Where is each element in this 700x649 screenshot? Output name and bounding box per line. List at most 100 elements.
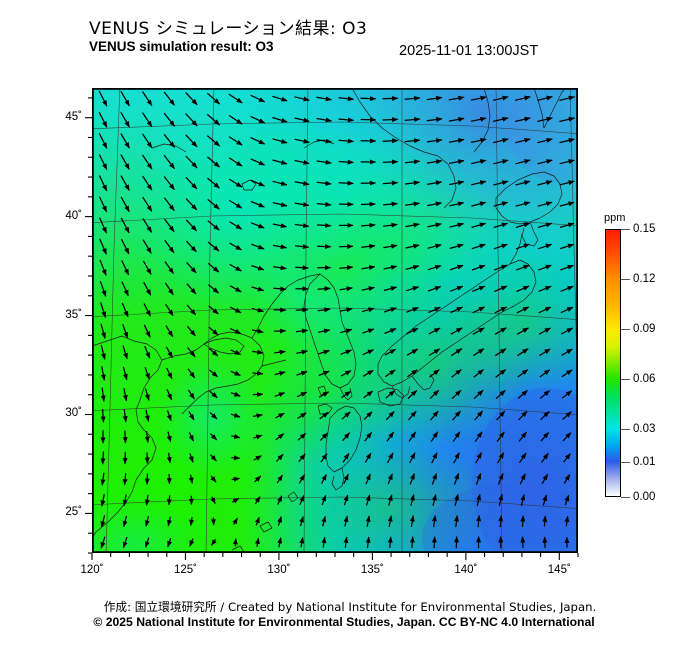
wind-vector-arrow: [142, 196, 153, 212]
wind-vector-arrow: [209, 433, 218, 441]
x-axis-tick-label: 130˚: [267, 564, 291, 576]
wind-vector-arrow: [497, 452, 505, 464]
wind-vector-arrow: [405, 243, 420, 249]
wind-vector-arrow: [294, 117, 310, 123]
page-title-japanese: VENUS シミュレーション結果: O3: [89, 19, 368, 39]
wind-vector-arrow: [409, 536, 415, 549]
wind-vector-arrow: [383, 243, 398, 249]
colorbar-tick-label: 0.03: [633, 423, 656, 435]
wind-vector-arrow: [427, 222, 442, 228]
wind-vector-arrow: [449, 222, 464, 228]
colorbar-tick-label: 0.15: [633, 223, 656, 235]
wind-vector-arrow: [185, 240, 197, 253]
wind-vector-arrow: [185, 198, 198, 211]
wind-vector-arrow: [448, 95, 465, 101]
wind-vector-arrow: [166, 367, 173, 380]
wind-vector-arrow: [321, 494, 327, 506]
wind-vector-arrow: [386, 452, 394, 464]
wind-vector-arrow: [250, 115, 266, 124]
wind-vector-arrow: [186, 304, 197, 316]
wind-vector-arrow: [98, 175, 108, 192]
wind-vector-arrow: [299, 516, 305, 527]
wind-vector-arrow: [250, 137, 266, 145]
wind-vector-arrow: [471, 222, 487, 229]
wind-vector-arrow: [387, 473, 393, 485]
wind-vector-arrow: [208, 369, 219, 378]
wind-vector-arrow: [384, 328, 397, 335]
wind-vector-arrow: [164, 282, 174, 296]
wind-vector-arrow: [316, 180, 332, 186]
wind-vector-arrow: [562, 432, 572, 442]
wind-vector-arrow: [431, 452, 438, 464]
wind-vector-arrow: [250, 200, 265, 208]
wind-vector-arrow: [492, 95, 509, 102]
wind-vector-arrow: [339, 286, 353, 292]
wind-vector-arrow: [520, 515, 526, 527]
wind-vector-arrow: [98, 90, 108, 107]
colorbar-tick-mark: [621, 378, 630, 380]
wind-vector-arrow: [387, 494, 393, 506]
wind-vector-arrow: [365, 473, 371, 485]
wind-vector-arrow: [208, 326, 219, 336]
colorbar-tick-label: 0.06: [633, 372, 656, 385]
wind-vector-arrow: [451, 389, 462, 400]
wind-vector-arrow: [120, 217, 130, 234]
wind-vector-arrow: [537, 159, 553, 165]
wind-vector-arrow: [453, 472, 460, 485]
wind-vector-arrow: [206, 113, 221, 126]
wind-vector-arrow: [383, 222, 398, 228]
wind-vector-arrow: [449, 201, 465, 207]
wind-vector-arrow: [407, 369, 418, 378]
wind-vector-arrow: [100, 302, 107, 318]
wind-vector-arrow: [559, 95, 575, 102]
wind-vector-arrow: [318, 391, 330, 398]
wind-vector-arrow: [361, 222, 376, 228]
wind-vector-arrow: [361, 265, 376, 271]
wind-vector-arrow: [187, 347, 196, 358]
wind-vector-arrow: [163, 154, 176, 170]
wind-vector-arrow: [517, 348, 529, 357]
wind-vector-arrow: [272, 95, 288, 102]
wind-vector-arrow: [449, 180, 465, 186]
wind-vector-arrow: [496, 410, 506, 421]
wind-vector-arrow: [538, 285, 552, 292]
wind-vector-arrow: [387, 536, 393, 549]
wind-vector-arrow: [454, 515, 459, 528]
wind-vector-arrow: [299, 495, 305, 506]
wind-vector-arrow: [382, 138, 399, 144]
wind-vector-arrow: [474, 410, 484, 421]
wind-vector-layer: [98, 90, 575, 549]
wind-vector-arrow: [252, 370, 264, 376]
wind-vector-arrow: [185, 155, 198, 169]
wind-vector-arrow: [471, 243, 486, 250]
wind-vector-arrow: [298, 474, 305, 484]
wind-vector-arrow: [561, 369, 573, 378]
wind-vector-arrow: [362, 349, 375, 356]
wind-vector-arrow: [431, 473, 438, 485]
wind-vector-arrow: [189, 516, 195, 526]
wind-vector-arrow: [121, 260, 130, 276]
wind-vector-arrow: [100, 515, 106, 528]
wind-vector-arrow: [429, 369, 440, 378]
wind-vector-arrow: [430, 410, 439, 421]
wind-vector-arrow: [493, 137, 509, 144]
wind-vector-arrow: [186, 261, 197, 274]
wind-vector-arrow: [404, 117, 421, 123]
wind-vector-arrow: [121, 281, 129, 297]
wind-vector-arrow: [320, 453, 328, 463]
wind-vector-arrow: [145, 537, 150, 548]
wind-vector-arrow: [122, 536, 128, 549]
wind-vector-arrow: [122, 515, 128, 528]
wind-vector-arrow: [188, 453, 194, 463]
wind-vector-arrow: [449, 264, 464, 271]
wind-vector-arrow: [252, 349, 264, 355]
wind-vector-arrow: [272, 116, 288, 123]
wind-vector-arrow: [316, 138, 332, 144]
wind-vector-arrow: [494, 306, 508, 314]
ozone-field-layer: [92, 88, 578, 553]
wind-vector-arrow: [495, 389, 506, 400]
wind-vector-arrow: [404, 95, 421, 101]
wind-vector-arrow: [253, 455, 262, 461]
wind-vector-arrow: [251, 286, 265, 292]
wind-vector-arrow: [100, 493, 106, 507]
